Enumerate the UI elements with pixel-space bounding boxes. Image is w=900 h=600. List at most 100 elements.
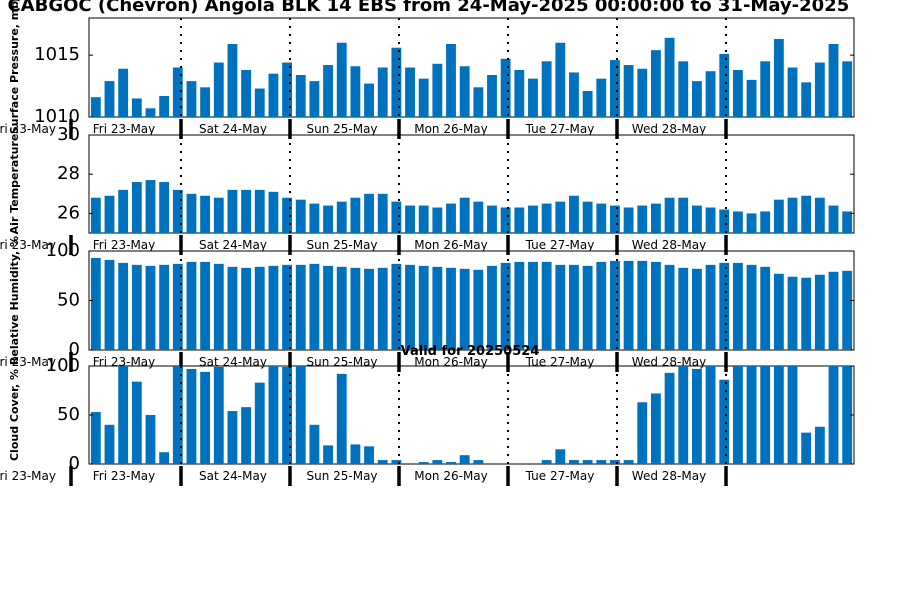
bar	[268, 366, 279, 464]
x-tick-label: Wed 28-May	[632, 355, 706, 369]
bar	[637, 68, 648, 117]
bar	[787, 276, 798, 350]
bar	[118, 262, 129, 350]
bar	[350, 197, 361, 233]
bar	[377, 460, 388, 464]
bar	[719, 262, 730, 350]
y-tick-label: 26	[57, 202, 80, 223]
bar	[801, 277, 812, 350]
bar	[705, 264, 716, 350]
bar	[418, 205, 429, 233]
bar	[842, 366, 853, 464]
y-tick-label: 100	[46, 355, 80, 376]
bar	[213, 263, 224, 350]
bar	[842, 211, 853, 233]
bar	[432, 460, 443, 464]
bar	[186, 368, 197, 464]
bar	[732, 262, 743, 350]
bar	[787, 197, 798, 233]
x-tick-label: Mon 26-May	[414, 469, 488, 483]
bar	[391, 47, 402, 118]
bar	[118, 68, 129, 117]
bar	[172, 67, 183, 117]
x-tick-label: Sat 24-May	[199, 238, 267, 252]
bar	[227, 43, 238, 117]
bar	[500, 207, 511, 233]
bar	[610, 60, 620, 117]
bar	[664, 264, 675, 350]
bar	[405, 67, 415, 117]
bar	[787, 67, 798, 117]
x-tick-label: Sun 25-May	[306, 355, 377, 369]
bar	[418, 462, 429, 464]
bar	[473, 460, 484, 464]
bar	[186, 193, 197, 233]
bar	[528, 205, 538, 233]
bar	[323, 205, 333, 233]
plot-frame	[88, 134, 855, 234]
bar	[487, 74, 497, 117]
bar	[104, 259, 115, 350]
x-tick-label: Sun 25-May	[306, 122, 377, 136]
bar	[528, 78, 538, 117]
bar	[336, 201, 347, 233]
x-tick-label: Fri 23-May	[93, 238, 156, 252]
bar	[773, 39, 784, 117]
y-axis-label: Surface Pressure, mb	[8, 1, 21, 134]
bar	[159, 95, 170, 117]
bar	[651, 261, 661, 350]
bar	[254, 266, 265, 350]
bar	[582, 91, 593, 117]
bar	[760, 61, 771, 117]
bar	[295, 74, 306, 117]
x-tick-label: Tue 27-May	[525, 238, 595, 252]
bar	[514, 207, 525, 233]
bar	[131, 381, 142, 464]
bar	[104, 195, 115, 233]
bar	[186, 261, 197, 350]
bar	[405, 264, 415, 350]
bar	[377, 193, 388, 233]
bar	[364, 83, 374, 117]
bar	[719, 209, 730, 233]
bar	[432, 266, 443, 350]
bar	[760, 266, 771, 350]
x-tick-label: Sun 25-May	[306, 469, 377, 483]
bar	[254, 189, 265, 233]
bar	[705, 207, 716, 233]
bar	[90, 97, 101, 117]
y-tick-label: 1015	[34, 44, 80, 65]
bar	[459, 455, 470, 464]
x-tick-label: Mon 26-May	[414, 238, 488, 252]
bar	[814, 426, 825, 464]
bar	[227, 411, 238, 464]
bar	[350, 66, 361, 117]
bar	[268, 191, 279, 233]
bar	[104, 81, 115, 117]
bar	[773, 366, 784, 464]
chart-panels: 1010 1015 ri 23-May Fri 23-May Sat 24-May Sun…	[0, 1, 855, 486]
bar	[241, 267, 252, 350]
bar	[377, 267, 388, 350]
bar	[200, 371, 211, 464]
bar	[637, 402, 648, 464]
x-tick-label: Wed 28-May	[632, 238, 706, 252]
bar	[172, 366, 183, 464]
bar	[473, 201, 484, 233]
bar	[446, 203, 456, 233]
bar	[90, 197, 101, 233]
bar	[418, 265, 429, 350]
y-tick-label: 30	[57, 124, 80, 145]
bar	[664, 37, 675, 117]
bar	[131, 182, 142, 233]
bar	[336, 42, 347, 117]
bar	[719, 53, 730, 117]
bar	[514, 69, 525, 117]
bar	[732, 366, 743, 464]
bar	[719, 379, 730, 464]
bar	[582, 460, 593, 464]
bar	[213, 366, 224, 464]
bar	[705, 71, 716, 117]
y-tick-label: 0	[69, 453, 80, 474]
